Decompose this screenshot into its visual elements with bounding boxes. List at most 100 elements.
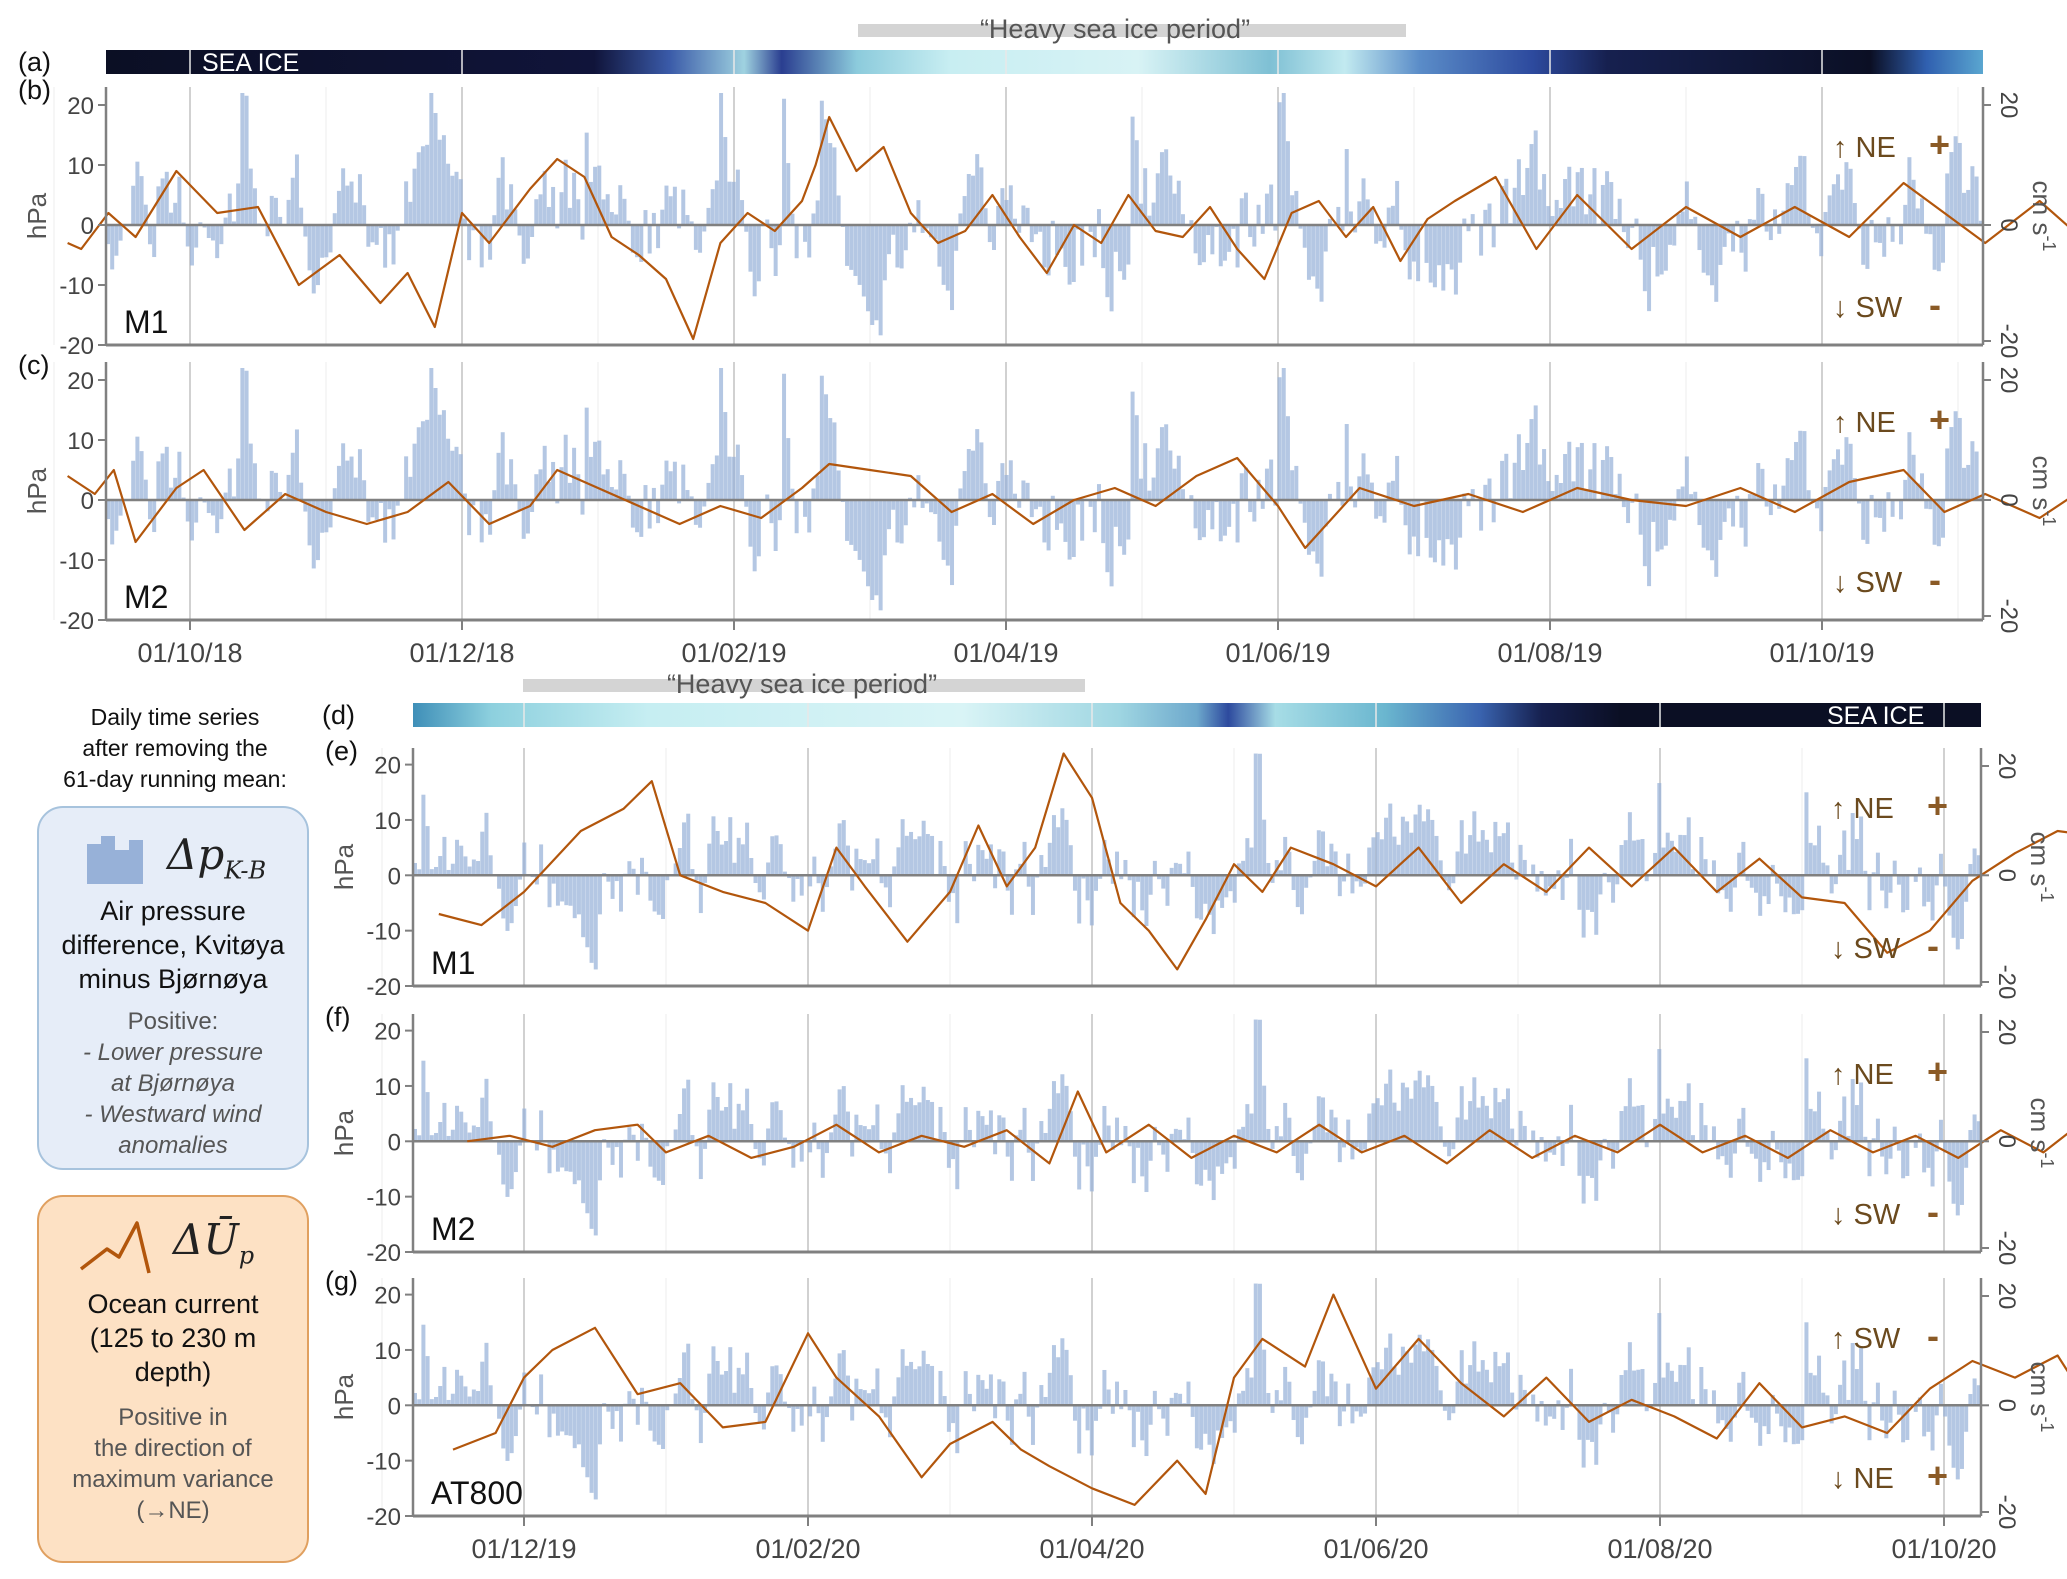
pressure-bar <box>727 181 732 225</box>
pressure-bar <box>1770 1130 1775 1142</box>
pressure-bar <box>1674 1381 1679 1406</box>
pressure-bar <box>1829 1405 1834 1424</box>
pressure-bar <box>1455 1117 1460 1142</box>
desc-line: (125 to 230 m <box>89 1323 257 1353</box>
pressure-bar <box>1228 1141 1233 1158</box>
pressure-bar <box>1190 1405 1195 1417</box>
pressure-bar <box>177 176 182 225</box>
pressure-bar <box>1403 500 1408 526</box>
pressure-bar <box>1945 448 1950 500</box>
pressure-bar <box>719 93 724 225</box>
pressure-bar <box>1060 1074 1065 1142</box>
pressure-bar <box>1227 500 1232 527</box>
pressure-bar <box>1926 875 1931 902</box>
pressure-bar <box>782 1137 787 1142</box>
pressure-bar <box>1690 1135 1695 1142</box>
pressure-bar <box>1512 187 1517 225</box>
pressure-bar <box>1693 491 1698 500</box>
pressure-bar <box>576 199 581 225</box>
pressure-bar <box>500 432 505 500</box>
pressure-bar <box>294 429 299 500</box>
pressure-bar <box>1539 871 1544 876</box>
pressure-bar <box>420 421 425 500</box>
pressure-bar <box>1369 207 1374 225</box>
pressure-bar <box>1403 225 1408 251</box>
y-tick-label: 10 <box>374 1074 401 1101</box>
pressure-bar <box>1615 1141 1620 1151</box>
pressure-bar <box>1115 1117 1120 1142</box>
pressure-bar <box>820 1405 825 1442</box>
pressure-bar <box>1665 1098 1670 1142</box>
pressure-bar <box>648 1141 653 1167</box>
pressure-bar <box>1789 185 1794 225</box>
pressure-bar <box>560 1141 565 1168</box>
pressure-bar <box>1848 443 1853 500</box>
pressure-bar <box>585 875 590 948</box>
pressure-bar <box>913 839 918 876</box>
pressure-bar <box>1634 493 1639 500</box>
pressure-bar <box>1489 852 1494 876</box>
pressure-bar <box>1098 1141 1103 1145</box>
pressure-bar <box>147 500 152 520</box>
pressure-bar <box>1194 1141 1199 1185</box>
pressure-bar <box>501 1405 506 1449</box>
pressure-bar <box>564 875 569 906</box>
pressure-bar <box>290 452 295 500</box>
pressure-bar <box>1800 1405 1805 1441</box>
pressure-bar <box>555 1141 560 1172</box>
pressure-bar <box>1678 1100 1683 1142</box>
pressure-bar <box>471 1389 476 1406</box>
pressure-bar <box>177 451 182 500</box>
pressure-bar <box>1871 1402 1876 1406</box>
pressure-bar <box>1363 875 1368 884</box>
pressure-bar <box>542 445 547 500</box>
current-notes: Positive in the direction of maximum var… <box>39 1402 307 1526</box>
pressure-bar <box>686 1343 691 1406</box>
pressure-bar <box>513 209 518 225</box>
pressure-bar <box>446 438 451 500</box>
pressure-bar <box>336 190 341 225</box>
pressure-bar <box>1779 875 1784 897</box>
pressure-bar <box>1253 753 1258 876</box>
pressure-bar <box>1669 840 1674 876</box>
pressure-bar <box>425 1092 430 1142</box>
pressure-bar <box>450 1129 455 1142</box>
pressure-bar <box>1017 500 1022 508</box>
sea-ice-strip-bottom <box>413 703 1981 727</box>
pressure-bar <box>656 875 661 915</box>
pressure-bar <box>458 454 463 500</box>
pressure-bar <box>299 482 304 500</box>
pressure-bar <box>1928 500 1933 510</box>
pressure-bar <box>518 1405 523 1410</box>
pressure-bar <box>606 1141 611 1148</box>
pressure-bar <box>1131 1405 1136 1448</box>
y-tick-label: -20 <box>59 333 94 360</box>
pressure-bar <box>1068 1111 1073 1142</box>
pressure-bar <box>1325 1132 1330 1142</box>
pressure-bar <box>1180 214 1185 225</box>
pressure-bar <box>1417 804 1422 876</box>
pressure-bar <box>1315 500 1320 564</box>
pressure-bar <box>749 1388 754 1406</box>
pressure-bar <box>861 500 866 572</box>
pressure-bar <box>930 835 935 876</box>
pressure-bar <box>1256 479 1261 500</box>
pressure-bar <box>1203 875 1208 904</box>
pressure-bar <box>1501 1099 1506 1142</box>
pressure-bar <box>1915 208 1920 225</box>
pressure-bar <box>795 1405 800 1409</box>
pressure-bar <box>980 850 985 876</box>
pressure-bar <box>1201 225 1206 263</box>
pressure-bar <box>1804 792 1809 876</box>
pressure-bar <box>433 112 438 225</box>
current-series-line <box>452 1293 2067 1507</box>
pressure-bar <box>278 216 283 225</box>
pressure-bar <box>1886 217 1891 225</box>
pressure-bar <box>1354 1141 1359 1148</box>
pressure-bar <box>1287 1117 1292 1142</box>
pressure-bar <box>1421 821 1426 876</box>
pressure-bar <box>967 1129 972 1142</box>
pressure-bar <box>1749 1405 1754 1418</box>
pressure-bar <box>870 500 875 600</box>
